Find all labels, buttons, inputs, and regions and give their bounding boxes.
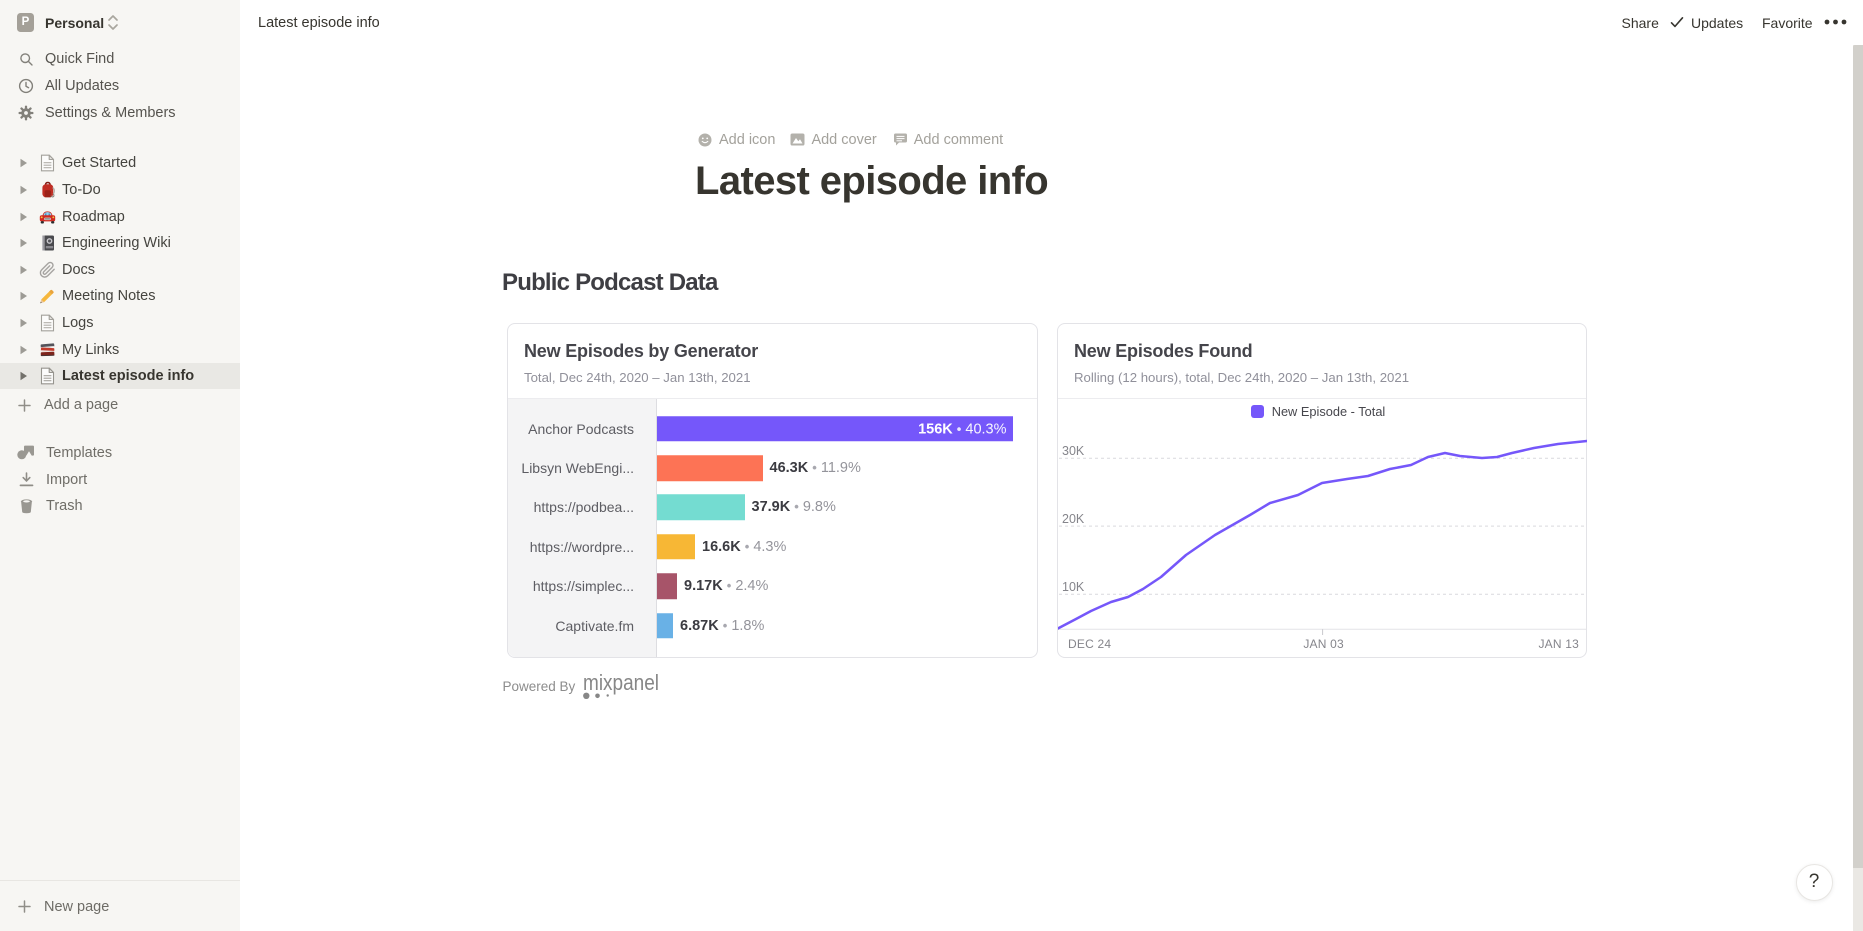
svg-text:mixpanel: mixpanel (583, 670, 659, 695)
